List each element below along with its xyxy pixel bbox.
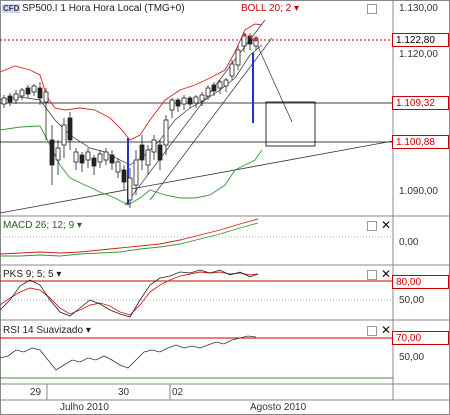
pks-axis-label: 50,00 bbox=[399, 295, 425, 306]
price-label: 1.120,00 bbox=[399, 49, 438, 60]
panel-box-icon[interactable] bbox=[367, 326, 377, 336]
chevron-down-icon[interactable]: ▾ bbox=[76, 220, 82, 231]
close-icon[interactable]: ✕ bbox=[381, 323, 392, 337]
x-axis-month: Julho 2010 bbox=[60, 402, 109, 413]
panel-box-icon[interactable] bbox=[367, 270, 377, 280]
rsi-title-text: RSI 14 Suavizado bbox=[3, 325, 84, 336]
bollinger-label[interactable]: BOLL 20; 2 ▾ bbox=[241, 3, 299, 14]
panel-box-icon[interactable] bbox=[367, 221, 377, 231]
macd-axis-label: 0,00 bbox=[399, 237, 419, 248]
close-icon[interactable]: ✕ bbox=[381, 218, 392, 232]
rsi-level-tag: 70,00 bbox=[392, 331, 449, 345]
chevron-down-icon[interactable]: ▾ bbox=[85, 325, 91, 336]
macd-title-text: MACD 26; 12; 9 bbox=[3, 220, 75, 231]
x-axis-day: 29 bbox=[30, 387, 42, 398]
x-axis-day: 30 bbox=[118, 387, 130, 398]
rsi-title[interactable]: RSI 14 Suavizado ▾ bbox=[3, 325, 91, 336]
panel-box-icon[interactable] bbox=[367, 4, 377, 14]
symbol-logo: CFD bbox=[2, 4, 21, 13]
price-label: 1.130,00 bbox=[399, 3, 438, 14]
price-tag-level-2: 1.100,88 bbox=[392, 135, 449, 149]
pks-title-text: PKS 9; 5; 5 bbox=[3, 269, 54, 280]
macd-title[interactable]: MACD 26; 12; 9 ▾ bbox=[3, 220, 82, 231]
price-tag-level-1: 1.109,32 bbox=[392, 96, 449, 110]
rsi-axis-label: 50,00 bbox=[399, 352, 425, 363]
chart-title: SP500.I 1 Hora Hora Local (TMG+0) bbox=[22, 3, 185, 14]
bollinger-label-text: BOLL 20; 2 bbox=[241, 3, 292, 14]
chevron-down-icon[interactable]: ▾ bbox=[294, 3, 300, 14]
x-axis-month: Agosto 2010 bbox=[250, 402, 307, 413]
pks-title[interactable]: PKS 9; 5; 5 ▾ bbox=[3, 269, 61, 280]
price-tag-current: 1.122,80 bbox=[392, 33, 449, 47]
pks-level-tag: 80,00 bbox=[392, 275, 449, 289]
close-icon[interactable]: ✕ bbox=[381, 267, 392, 281]
price-label: 1.090,00 bbox=[399, 186, 438, 197]
x-axis-day: 02 bbox=[172, 387, 184, 398]
chevron-down-icon[interactable]: ▾ bbox=[56, 269, 62, 280]
